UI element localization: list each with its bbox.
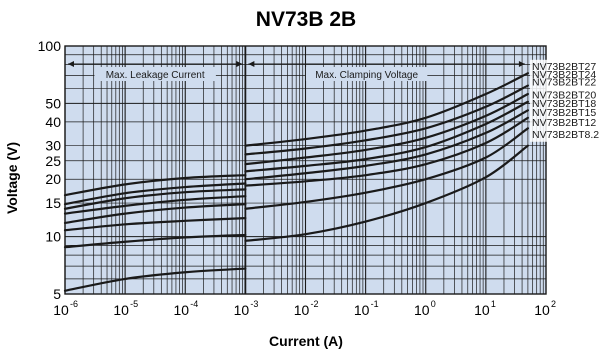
y-tick-label: 50: [45, 95, 61, 111]
series-label: NV73B2BT20: [532, 90, 596, 102]
y-tick-label: 10: [45, 229, 61, 245]
x-tick-exponent: 0: [431, 299, 436, 309]
series-label: NV73B2BT24: [532, 69, 596, 81]
series-label: NV73B2BT15: [532, 107, 596, 119]
y-axis-title: Voltage (V): [4, 142, 20, 214]
x-tick-label: 10: [534, 302, 550, 318]
region-label: Max. Leakage Current: [106, 70, 205, 81]
series-clamping-curve: [244, 84, 530, 156]
series-clamping-curve: [244, 144, 530, 242]
grid-lines: [64, 46, 546, 294]
arrowhead-left: [248, 61, 255, 67]
series-clamping-curve: [244, 116, 530, 187]
series-label: NV73B2BT22: [532, 77, 596, 89]
series-clamping-curve: [244, 127, 530, 210]
series-clamping-curve: [244, 72, 530, 147]
x-tick-exponent: -2: [311, 299, 319, 309]
series-leakage-curve: [63, 182, 247, 206]
y-tick-label: 20: [45, 171, 61, 187]
y-tick-label: 30: [45, 138, 61, 154]
series-label: NV73B2BT18: [532, 98, 596, 110]
series-leakage-curve: [63, 174, 247, 197]
series-clamping-curve: [244, 109, 530, 181]
series-leakage-curve: [63, 217, 247, 232]
series-labels: NV73B2BT27NV73B2BT24NV73B2BT22NV73B2BT20…: [530, 59, 608, 142]
region-markers: Max. Leakage Current Max. Clamping Voltag…: [68, 46, 525, 294]
series-label: NV73B2BT12: [532, 117, 596, 129]
series-clamping-curve: [244, 92, 530, 166]
series-leakage-curve: [63, 233, 247, 249]
y-tick-label: 15: [45, 195, 61, 211]
x-tick-exponent: -4: [190, 299, 198, 309]
x-axis-title: Current (A): [269, 333, 343, 349]
x-tick-label: 10: [173, 302, 189, 318]
x-tick-exponent: 1: [491, 299, 496, 309]
series-label-bg: [530, 59, 608, 142]
x-tick-label: 10: [354, 302, 370, 318]
series-leakage-curve: [63, 188, 247, 210]
x-tick-label: 10: [53, 302, 69, 318]
chart-title: NV73B 2B: [256, 8, 356, 31]
x-tick-exponent: -1: [371, 299, 379, 309]
series-label: NV73B2BT8.2: [532, 129, 599, 141]
region-label-bg: [305, 67, 428, 81]
x-tick-exponent: -6: [70, 299, 78, 309]
x-tick-label: 10: [474, 302, 490, 318]
y-tick-label: 40: [45, 114, 61, 130]
x-tick-label: 10: [234, 302, 250, 318]
arrowhead-left: [68, 61, 74, 67]
series-curves: [63, 72, 530, 292]
plot-frame: [64, 45, 547, 295]
y-tick-label: 25: [45, 153, 61, 169]
y-tick-label: 100: [38, 38, 62, 54]
series-leakage-curve: [63, 267, 247, 292]
arrowhead-right: [236, 61, 243, 67]
y-tick-label: 5: [53, 286, 61, 302]
x-tick-exponent: -3: [250, 299, 258, 309]
x-tick-exponent: 2: [551, 299, 556, 309]
series-leakage-curve: [63, 195, 247, 215]
series-clamping-curve: [244, 100, 530, 173]
x-tick-exponent: -5: [130, 299, 138, 309]
series-label: NV73B2BT27: [532, 61, 596, 73]
x-tick-label: 10: [113, 302, 129, 318]
series-leakage-curve: [63, 203, 247, 225]
region-label: Max. Clamping Voltage: [315, 70, 418, 81]
arrowhead-right: [518, 61, 525, 67]
x-tick-label: 10: [294, 302, 310, 318]
x-tick-label: 10: [414, 302, 430, 318]
x-axis-ticks: 10 -6 10 -5 10 -4 10 -3 10 -2 10 -1 10 0 10 1 10 2: [53, 299, 556, 318]
region-label-bg: [94, 67, 216, 81]
